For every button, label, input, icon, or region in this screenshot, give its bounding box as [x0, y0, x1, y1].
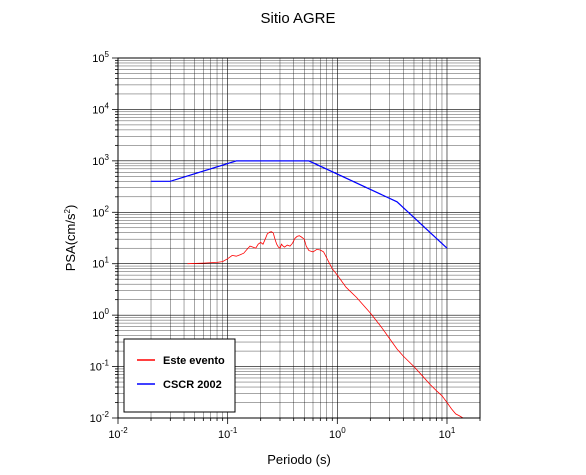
y-tick-label: 103	[92, 153, 109, 168]
x-tick-labels: 10-2 10-1 100 101	[108, 426, 456, 441]
x-tick-label: 10-2	[108, 426, 128, 441]
series-line-este-evento	[187, 231, 467, 419]
series-cscr-2002	[151, 160, 448, 249]
chart-title: Sitio AGRE	[260, 10, 335, 27]
x-tick-label: 100	[329, 426, 346, 441]
legend-label-cscr-2002: CSCR 2002	[163, 379, 222, 391]
y-axis-label-base: PSA(cm/s	[63, 213, 78, 271]
y-tick-label: 10-1	[90, 359, 110, 374]
y-axis-label-tail: )	[63, 205, 78, 209]
legend-box	[123, 338, 236, 413]
y-tick-label: 104	[92, 101, 109, 116]
x-tick-label: 101	[439, 426, 456, 441]
series-este-evento	[187, 231, 467, 419]
series-line-cscr-2002	[151, 160, 448, 249]
y-tick-label: 101	[92, 256, 109, 271]
x-axis-label: Periodo (s)	[267, 452, 331, 467]
plot-frame	[117, 57, 481, 419]
y-tick-label: 102	[92, 204, 109, 219]
y-tick-labels: 10-2 10-1 100 101 102 103 104 105	[90, 50, 110, 425]
x-tick-label: 10-1	[218, 426, 238, 441]
legend-label-este-evento: Este evento	[163, 355, 225, 367]
y-axis-label: PSA(cm/s2)	[63, 205, 78, 272]
y-axis-label-sup: 2	[63, 209, 72, 214]
y-tick-label: 10-2	[90, 410, 110, 425]
legend: Este evento CSCR 2002	[123, 338, 236, 413]
y-tick-label: 105	[92, 50, 109, 65]
y-tick-label: 100	[92, 307, 109, 322]
